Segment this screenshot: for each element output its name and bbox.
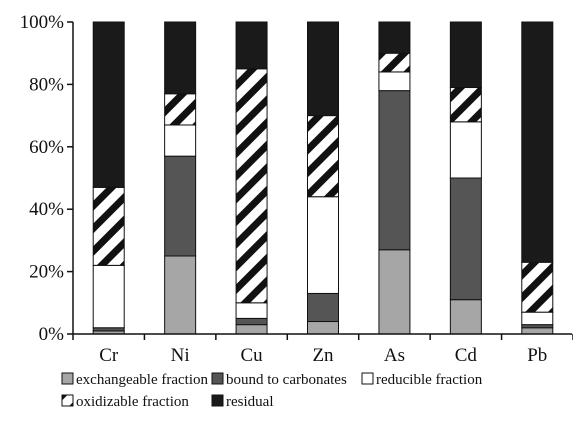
bar-stack-pb [521,21,554,335]
y-tick-label: 60% [29,137,64,158]
y-tick-label: 80% [29,74,64,95]
bar-segment-ni-oxidizable-fraction [164,93,197,126]
legend-swatch [361,372,374,385]
legend-label: bound to carbonates [226,372,347,388]
bar-segment-cu-oxidizable-fraction [235,68,268,304]
bar-segment-pb-oxidizable-fraction [521,261,554,313]
legend-label: exchangeable fraction [76,372,209,388]
x-tick-label-cr: Cr [99,345,119,366]
legend-label: oxidizable fraction [76,394,189,410]
bar-segment-cr-residual [92,21,125,188]
bar-segment-ni-residual [164,21,197,95]
legend-item-exchangeable-fraction: exchangeable fraction [61,372,209,388]
bar-segment-pb-reducible-fraction [521,311,554,326]
bar-stack-ni [164,21,197,335]
bar-segment-ni-reducible-fraction [164,124,197,157]
bar-segment-cd-bound-to-carbonates [449,177,482,301]
bar-segment-ni-exchangeable-fraction [164,255,197,335]
x-tick-label-pb: Pb [527,345,547,366]
legend-item-residual: residual [211,394,273,410]
legend-swatch [61,372,74,385]
bar-segment-zn-bound-to-carbonates [307,292,339,323]
bar-segment-as-residual [378,21,411,54]
bar-segment-cd-reducible-fraction [449,121,482,179]
y-tick-label: 0% [39,324,65,345]
bar-stack-cr [92,21,125,335]
bar-stack-cu [235,21,268,335]
bar-segment-pb-exchangeable-fraction [521,327,554,335]
bar-segment-cu-residual [235,21,268,70]
x-tick-label-ni: Ni [171,345,190,366]
x-tick-label-cu: Cu [240,345,263,366]
bar-stack-zn [307,21,339,335]
x-axis: Cr Ni Cu Zn As Cd Pb [72,333,573,366]
y-tick-label: 100% [20,12,65,33]
bar-segment-cr-oxidizable-fraction [92,186,125,266]
bar-segment-cu-reducible-fraction [235,302,268,319]
y-tick-label: 20% [29,262,64,283]
legend-swatch [211,394,224,407]
bar-segment-cd-residual [449,21,482,89]
x-tick-label-as: As [384,345,405,366]
x-tick-label-cd: Cd [455,345,478,366]
bar-segment-cu-exchangeable-fraction [235,324,268,335]
bar-segment-cr-reducible-fraction [92,264,125,329]
bar-segment-pb-residual [521,21,554,263]
y-axis: 0% 20% 40% 60% 80% 100% [20,12,74,345]
bar-segment-cd-exchangeable-fraction [449,299,482,335]
bar-segment-cu-bound-to-carbonates [235,317,268,326]
x-tick-label-zn: Zn [312,345,334,366]
plot-area [92,21,554,335]
bar-segment-zn-residual [307,21,339,117]
legend-item-oxidizable-fraction: oxidizable fraction [61,394,189,410]
legend-swatch [211,372,224,385]
bar-segment-zn-exchangeable-fraction [307,321,339,335]
bar-segment-as-oxidizable-fraction [378,52,411,73]
bar-segment-cd-oxidizable-fraction [449,87,482,123]
bar-segment-zn-oxidizable-fraction [307,115,339,198]
bar-segment-zn-reducible-fraction [307,196,339,294]
bar-segment-as-bound-to-carbonates [378,90,411,251]
bar-segment-as-exchangeable-fraction [378,249,411,335]
legend-label: residual [226,394,273,410]
bar-stack-as [378,21,411,335]
bar-segment-as-reducible-fraction [378,71,411,92]
legend-label: reducible fraction [376,372,483,388]
bar-segment-ni-bound-to-carbonates [164,155,197,257]
y-tick-label: 40% [29,199,64,220]
legend-swatch [61,394,74,407]
legend-item-reducible-fraction: reducible fraction [361,372,483,388]
bar-stack-cd [449,21,482,335]
legend: exchangeable fraction bound to carbonates… [61,372,483,410]
legend-item-bound-to-carbonates: bound to carbonates [211,372,347,388]
